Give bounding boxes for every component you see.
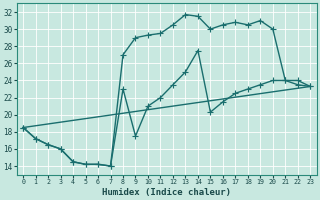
X-axis label: Humidex (Indice chaleur): Humidex (Indice chaleur): [102, 188, 231, 197]
